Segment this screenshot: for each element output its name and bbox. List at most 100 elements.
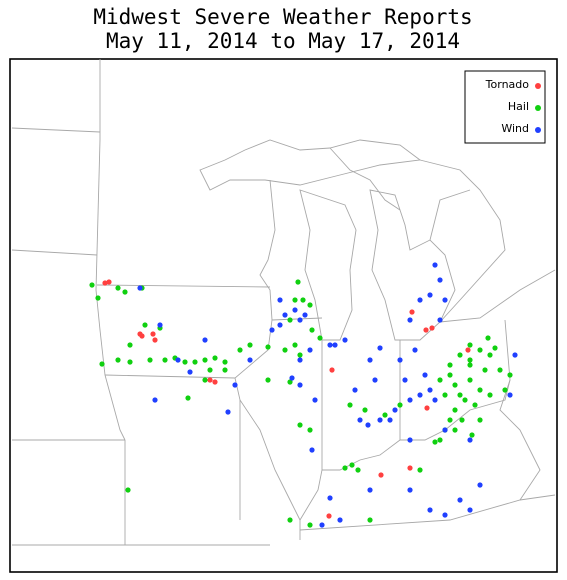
report-dot: [442, 512, 448, 518]
report-dot: [287, 379, 293, 385]
title-line-2: May 11, 2014 to May 17, 2014: [106, 29, 460, 53]
report-dot: [192, 359, 198, 365]
report-dot: [477, 347, 483, 353]
report-dot: [452, 427, 458, 433]
report-dot: [467, 362, 473, 368]
report-dot: [465, 347, 471, 353]
report-dot: [397, 357, 403, 363]
report-dot: [337, 517, 343, 523]
report-dot: [292, 307, 298, 313]
legend-label: Wind: [501, 122, 529, 135]
report-dot: [127, 359, 133, 365]
report-dot: [185, 395, 191, 401]
report-dot: [507, 372, 513, 378]
report-dot: [378, 472, 384, 478]
report-dot: [292, 342, 298, 348]
legend-swatch: [535, 127, 541, 133]
report-dot: [102, 280, 108, 286]
report-dot: [157, 322, 163, 328]
report-dot: [247, 357, 253, 363]
report-dot: [362, 407, 368, 413]
report-dot: [222, 367, 228, 373]
report-dot: [89, 282, 95, 288]
report-dot: [487, 352, 493, 358]
report-dot: [175, 357, 181, 363]
report-dot: [402, 377, 408, 383]
report-dot: [467, 342, 473, 348]
report-dot: [300, 297, 306, 303]
report-dot: [512, 352, 518, 358]
report-dot: [442, 427, 448, 433]
report-dot: [367, 517, 373, 523]
report-dot: [115, 285, 121, 291]
report-dot: [352, 387, 358, 393]
report-dot: [115, 357, 121, 363]
report-dot: [307, 347, 313, 353]
report-dot: [287, 517, 293, 523]
report-dot: [95, 295, 101, 301]
report-dot: [292, 297, 298, 303]
report-dot: [207, 367, 213, 373]
report-dot: [357, 417, 363, 423]
report-dot: [147, 357, 153, 363]
report-dot: [187, 369, 193, 375]
report-dot: [482, 367, 488, 373]
report-dot: [326, 513, 332, 519]
report-dot: [307, 522, 313, 528]
report-dot: [329, 367, 335, 373]
report-dot: [377, 417, 383, 423]
report-dot: [269, 327, 275, 333]
report-dot: [297, 422, 303, 428]
report-dot: [277, 322, 283, 328]
report-dot: [422, 372, 428, 378]
report-dot: [457, 392, 463, 398]
report-dot: [457, 497, 463, 503]
report-dot: [142, 322, 148, 328]
report-dot: [467, 507, 473, 513]
report-dot: [424, 405, 430, 411]
report-dot: [492, 345, 498, 351]
report-dot: [432, 439, 438, 445]
report-dot: [437, 377, 443, 383]
report-dot: [287, 317, 293, 323]
report-dot: [462, 397, 468, 403]
report-dot: [232, 382, 238, 388]
report-dot: [327, 495, 333, 501]
report-dot: [427, 507, 433, 513]
report-dot: [162, 357, 168, 363]
report-dot: [407, 317, 413, 323]
report-dot: [152, 397, 158, 403]
report-dot: [477, 482, 483, 488]
report-dot: [297, 317, 303, 323]
report-dot: [432, 397, 438, 403]
report-dot: [347, 402, 353, 408]
report-dot: [309, 447, 315, 453]
report-dot: [319, 522, 325, 528]
report-dot: [437, 437, 443, 443]
report-dot: [137, 285, 143, 291]
report-dot: [447, 372, 453, 378]
report-dot: [307, 427, 313, 433]
report-dot: [377, 345, 383, 351]
report-dot: [423, 327, 429, 333]
report-dot: [437, 317, 443, 323]
report-dot: [317, 335, 323, 341]
report-dot: [277, 297, 283, 303]
report-dot: [106, 279, 112, 285]
report-dot: [355, 467, 361, 473]
report-dot: [392, 407, 398, 413]
legend-label: Hail: [508, 100, 529, 113]
legend-label: Tornado: [485, 78, 530, 91]
report-dot: [297, 352, 303, 358]
report-dot: [472, 402, 478, 408]
report-dot: [477, 417, 483, 423]
report-dot: [437, 277, 443, 283]
report-dot: [202, 357, 208, 363]
report-dot: [407, 397, 413, 403]
report-dot: [309, 327, 315, 333]
report-dot: [407, 487, 413, 493]
report-dot: [467, 437, 473, 443]
report-dot: [222, 359, 228, 365]
report-dot: [467, 357, 473, 363]
report-dot: [152, 337, 158, 343]
